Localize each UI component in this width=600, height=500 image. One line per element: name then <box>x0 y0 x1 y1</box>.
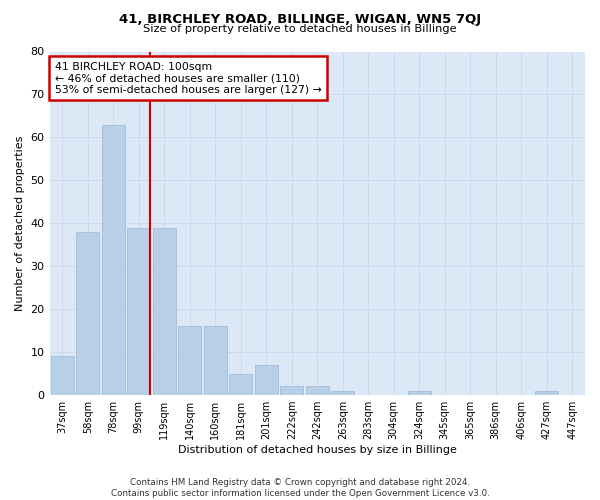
Bar <box>204 326 227 395</box>
Bar <box>102 124 125 395</box>
Text: 41, BIRCHLEY ROAD, BILLINGE, WIGAN, WN5 7QJ: 41, BIRCHLEY ROAD, BILLINGE, WIGAN, WN5 … <box>119 12 481 26</box>
Bar <box>408 391 431 395</box>
Bar <box>306 386 329 395</box>
Text: Size of property relative to detached houses in Billinge: Size of property relative to detached ho… <box>143 24 457 34</box>
Bar <box>76 232 99 395</box>
Bar <box>178 326 201 395</box>
Bar <box>153 228 176 395</box>
Bar <box>127 228 150 395</box>
Text: 41 BIRCHLEY ROAD: 100sqm
← 46% of detached houses are smaller (110)
53% of semi-: 41 BIRCHLEY ROAD: 100sqm ← 46% of detach… <box>55 62 322 95</box>
Y-axis label: Number of detached properties: Number of detached properties <box>15 136 25 311</box>
Bar <box>331 391 354 395</box>
Text: Contains HM Land Registry data © Crown copyright and database right 2024.
Contai: Contains HM Land Registry data © Crown c… <box>110 478 490 498</box>
Bar <box>51 356 74 395</box>
Bar <box>535 391 558 395</box>
Bar <box>280 386 303 395</box>
X-axis label: Distribution of detached houses by size in Billinge: Distribution of detached houses by size … <box>178 445 457 455</box>
Bar <box>255 365 278 395</box>
Bar <box>229 374 252 395</box>
